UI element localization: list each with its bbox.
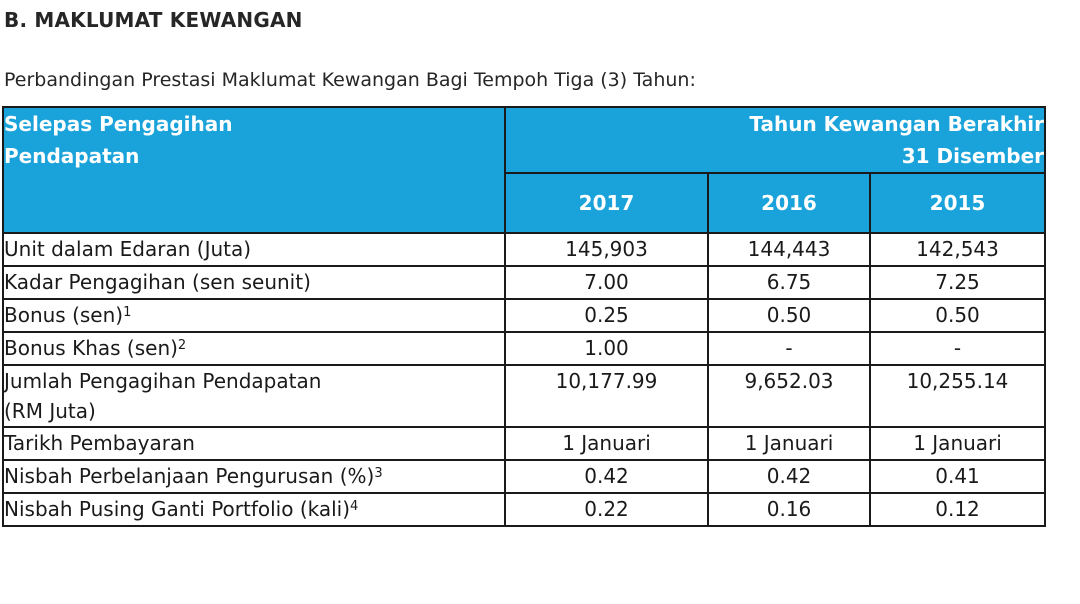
row-value: 145,903 (504, 232, 709, 267)
row-value: 1 Januari (504, 426, 709, 461)
footnote-marker: 1 (123, 305, 132, 320)
row-value: 0.16 (707, 492, 871, 527)
row-value: 0.12 (868, 492, 1047, 527)
row-value: 0.41 (868, 459, 1047, 494)
row-label: Nisbah Pusing Ganti Portfolio (kali)4 (2, 492, 506, 527)
row-label-text: Unit dalam Edaran (Juta) (4, 237, 252, 261)
period-header-cell: Tahun Kewangan Berakhir 31 Disember (503, 106, 1047, 174)
row-label: Tarikh Pembayaran (2, 426, 506, 461)
footnote-marker: 4 (350, 499, 359, 514)
row-value: - (707, 331, 871, 366)
header-label-line1: Selepas Pengagihan (4, 112, 233, 136)
table-row: Jumlah Pengagihan Pendapatan (RM Juta) 10… (2, 364, 1047, 428)
row-value: 1.00 (504, 331, 709, 366)
table-row: Bonus Khas (sen)2 1.00 - - (2, 331, 1047, 366)
header-row-1: Selepas Pengagihan Pendapatan Tahun Kewa… (2, 106, 1047, 234)
row-value: 0.42 (504, 459, 709, 494)
row-label-text: Tarikh Pembayaran (4, 431, 195, 455)
table-row: Kadar Pengagihan (sen seunit) 7.00 6.75 … (2, 265, 1047, 300)
row-value: 10,255.14 (868, 364, 1047, 428)
financial-table: Selepas Pengagihan Pendapatan Tahun Kewa… (2, 106, 1047, 527)
row-value: - (868, 331, 1047, 366)
row-label-text: Nisbah Perbelanjaan Pengurusan (%) (4, 464, 375, 488)
row-label: Bonus Khas (sen)2 (2, 331, 506, 366)
row-label-text: (RM Juta) (4, 399, 96, 423)
row-value: 7.00 (504, 265, 709, 300)
table-row: Nisbah Perbelanjaan Pengurusan (%)3 0.42… (2, 459, 1047, 494)
period-line2: 31 Disember (901, 144, 1045, 168)
row-label: Kadar Pengagihan (sen seunit) (2, 265, 506, 300)
footnote-marker: 2 (177, 338, 187, 353)
row-label-text: Bonus Khas (sen) (4, 336, 178, 360)
header-label-cell: Selepas Pengagihan Pendapatan (2, 106, 506, 234)
header-row-years: 2017 2016 2015 (3, 172, 1047, 234)
section-heading: B. MAKLUMAT KEWANGAN (4, 8, 303, 32)
year-header: 2016 (707, 172, 871, 234)
row-label: Bonus (sen)1 (2, 298, 506, 333)
row-label-text: Bonus (sen) (4, 303, 124, 327)
row-value: 142,543 (868, 232, 1047, 267)
row-value: 10,177.99 (504, 364, 709, 428)
year-header: 2015 (868, 172, 1047, 234)
row-value: 7.25 (868, 265, 1047, 300)
row-value: 0.42 (707, 459, 871, 494)
row-value: 0.25 (504, 298, 709, 333)
row-value: 9,652.03 (707, 364, 871, 428)
footnote-marker: 3 (374, 466, 383, 481)
row-label-text: Nisbah Pusing Ganti Portfolio (kali) (4, 497, 351, 521)
table-row: Unit dalam Edaran (Juta) 145,903 144,443… (2, 232, 1047, 267)
row-label-text: Jumlah Pengagihan Pendapatan (4, 369, 322, 393)
row-label: Nisbah Perbelanjaan Pengurusan (%)3 (2, 459, 506, 494)
header-label-line2: Pendapatan (4, 144, 140, 168)
row-label-text: Kadar Pengagihan (sen seunit) (4, 270, 311, 294)
row-value: 0.22 (504, 492, 709, 527)
table-row: Tarikh Pembayaran 1 Januari 1 Januari 1 … (2, 426, 1047, 461)
row-value: 6.75 (707, 265, 871, 300)
table-row: Nisbah Pusing Ganti Portfolio (kali)4 0.… (2, 492, 1047, 527)
row-value: 0.50 (868, 298, 1047, 333)
period-line1: Tahun Kewangan Berakhir (749, 112, 1045, 136)
year-header: 2017 (504, 172, 709, 234)
row-value: 1 Januari (707, 426, 871, 461)
table-caption: Perbandingan Prestasi Maklumat Kewangan … (4, 69, 696, 91)
row-value: 0.50 (707, 298, 871, 333)
table-row: Bonus (sen)1 0.25 0.50 0.50 (2, 298, 1047, 333)
row-label: Jumlah Pengagihan Pendapatan (RM Juta) (2, 364, 506, 428)
row-label: Unit dalam Edaran (Juta) (2, 232, 506, 267)
row-value: 144,443 (707, 232, 871, 267)
row-value: 1 Januari (868, 426, 1047, 461)
